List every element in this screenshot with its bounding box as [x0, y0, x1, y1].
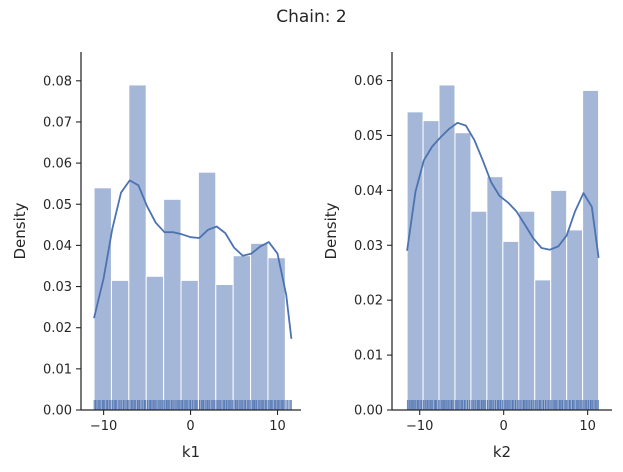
kde-line — [406, 121, 600, 259]
y-tick-label: 0.06 — [354, 74, 383, 89]
x-tick-label: 10 — [269, 419, 286, 434]
histogram-bar — [163, 198, 182, 411]
x-tick-label: −10 — [406, 419, 433, 434]
y-tick-label: 0.03 — [354, 239, 383, 254]
x-tick-label: 10 — [579, 419, 596, 434]
figure-title: Chain: 2 — [276, 7, 347, 27]
x-axis-label: k2 — [493, 443, 511, 461]
histogram-bar — [145, 275, 165, 411]
histogram-bar — [406, 111, 424, 411]
y-tick-label: 0.02 — [354, 294, 383, 309]
histogram-bar — [422, 120, 440, 411]
histogram-bar — [454, 132, 472, 411]
y-tick-label: 0.00 — [354, 404, 383, 419]
y-tick-label: 0.04 — [43, 239, 72, 254]
y-tick-label: 0.06 — [43, 157, 72, 172]
y-tick-label: 0.04 — [354, 184, 383, 199]
subplot-k1: 0.00 0.01 0.02 0.03 0.04 0.05 0.06 0.07 0.08 −10 0… — [11, 52, 301, 461]
rug-plot — [93, 400, 292, 410]
y-tick-label: 0.02 — [43, 321, 72, 336]
histogram-bar — [438, 84, 456, 411]
histogram-bar — [128, 84, 147, 411]
histogram-bar — [550, 189, 568, 411]
y-tick-label: 0.05 — [354, 129, 383, 144]
histogram-bar — [110, 279, 130, 411]
histogram-bar — [93, 187, 112, 411]
subplot-k2: 0.00 0.01 0.02 0.03 0.04 0.05 0.06 −10 0 10 k2 Dens… — [322, 52, 612, 461]
y-axis-label: Density — [11, 202, 29, 259]
y-tick-label: 0.01 — [354, 349, 383, 364]
histogram-bar — [197, 171, 217, 411]
histogram-bar — [534, 279, 552, 411]
histogram-bar — [502, 240, 520, 411]
y-tick-label: 0.03 — [43, 280, 72, 295]
histogram-bar — [180, 279, 199, 411]
histogram-bar — [232, 255, 252, 411]
y-tick-label: 0.07 — [43, 115, 72, 130]
y-tick-label: 0.08 — [43, 74, 72, 89]
x-axis-label: k1 — [182, 443, 200, 461]
y-tick-label: 0.01 — [43, 362, 72, 377]
histogram-bar — [470, 210, 488, 411]
histogram-bar — [250, 242, 269, 411]
rug-plot — [406, 400, 599, 410]
x-tick-label: 0 — [186, 419, 194, 434]
histogram-bar — [566, 229, 584, 411]
x-tick-label: 0 — [500, 419, 508, 434]
histogram-bar — [518, 210, 536, 411]
y-tick-label: 0.05 — [43, 198, 72, 213]
x-tick-label: −10 — [90, 419, 117, 434]
kde-line — [93, 179, 293, 339]
y-axis-label: Density — [322, 202, 340, 259]
y-tick-label: 0.00 — [43, 404, 72, 419]
histogram-bar — [582, 89, 600, 411]
histogram-bar — [215, 283, 234, 411]
histogram-bar — [486, 176, 504, 411]
